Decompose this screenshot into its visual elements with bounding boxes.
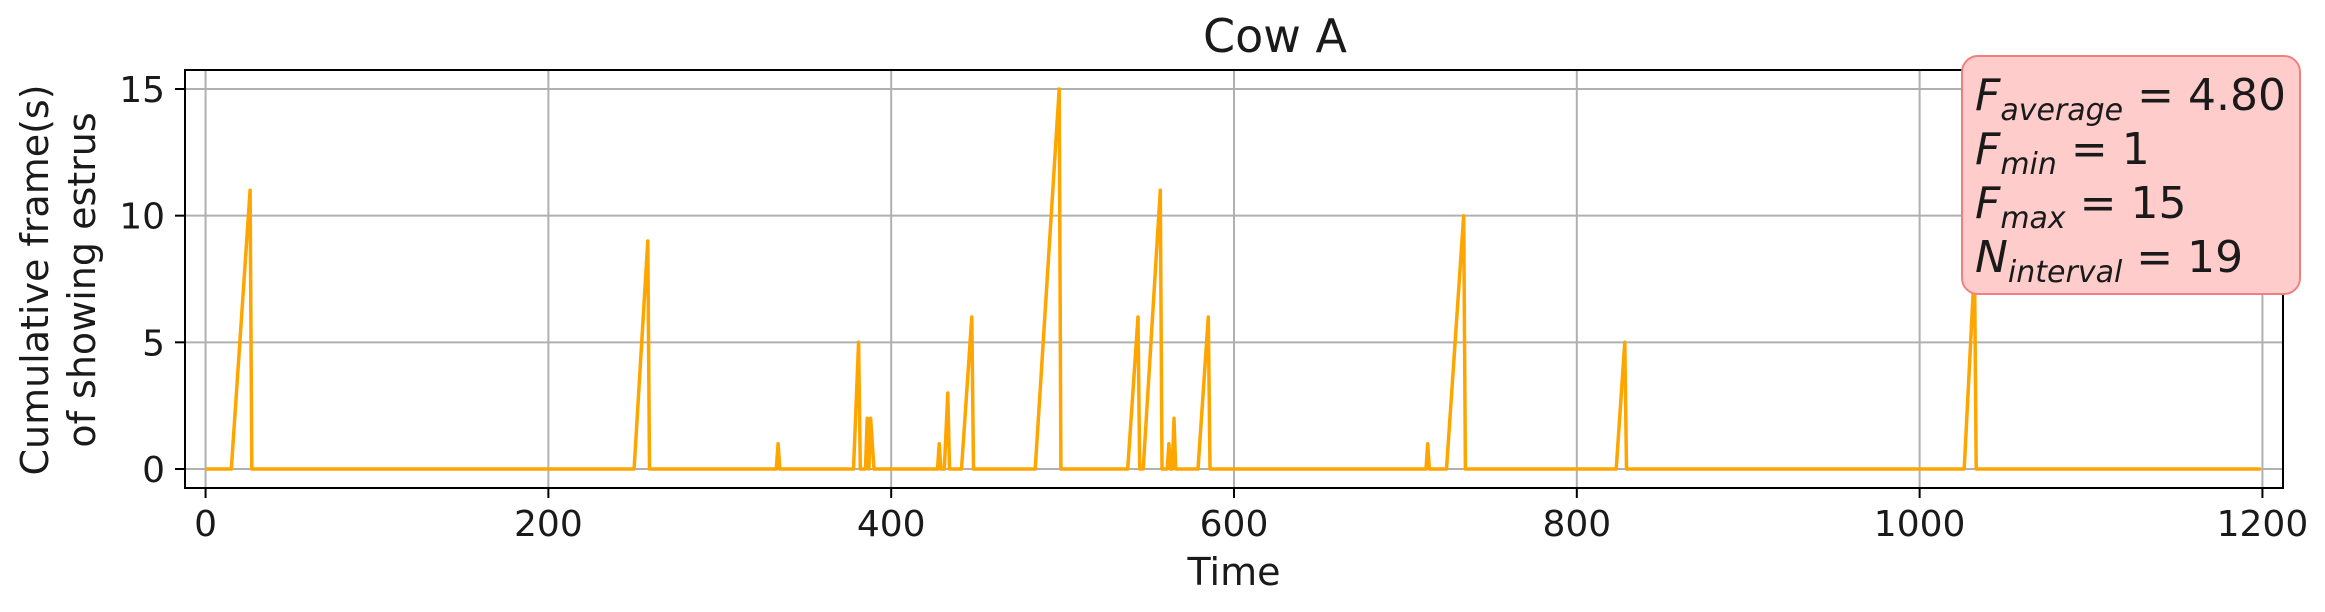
stat-line: Faverage = 4.80 xyxy=(1975,70,2286,128)
grid-layer xyxy=(185,70,2283,488)
x-tick-label: 400 xyxy=(857,504,926,545)
tick-layer: 0 200 400 600 800 1000 1200 0 5 10 15 xyxy=(119,70,2308,545)
x-tick-label: 200 xyxy=(514,504,583,545)
chart-title: Cow A xyxy=(1203,9,1348,63)
x-tick-label: 800 xyxy=(1542,504,1611,545)
x-tick-label: 1000 xyxy=(1874,504,1966,545)
y-tick-label: 15 xyxy=(119,70,165,111)
y-tick-label: 10 xyxy=(119,197,165,238)
stat-line: Fmin = 1 xyxy=(1975,124,2150,182)
y-axis-label-line-2: of showing estrus xyxy=(60,112,104,447)
x-tick-label: 1200 xyxy=(2217,504,2309,545)
y-tick-label: 0 xyxy=(142,450,165,491)
y-axis-label-2: of showing estrus xyxy=(60,112,104,447)
x-axis-label: Time xyxy=(1187,550,1281,594)
stat-line: Ninterval = 19 xyxy=(1975,232,2243,290)
stats-box-background xyxy=(1961,55,2301,295)
y-axis-label: Cumulative frame(s) xyxy=(13,84,57,475)
y-tick-label: 5 xyxy=(142,323,165,364)
y-axis-label-line-1: Cumulative frame(s) xyxy=(13,84,57,475)
stat-line: Fmax = 15 xyxy=(1975,178,2187,236)
x-tick-label: 0 xyxy=(194,504,217,545)
x-tick-label: 600 xyxy=(1200,504,1269,545)
series-line xyxy=(205,87,2261,471)
